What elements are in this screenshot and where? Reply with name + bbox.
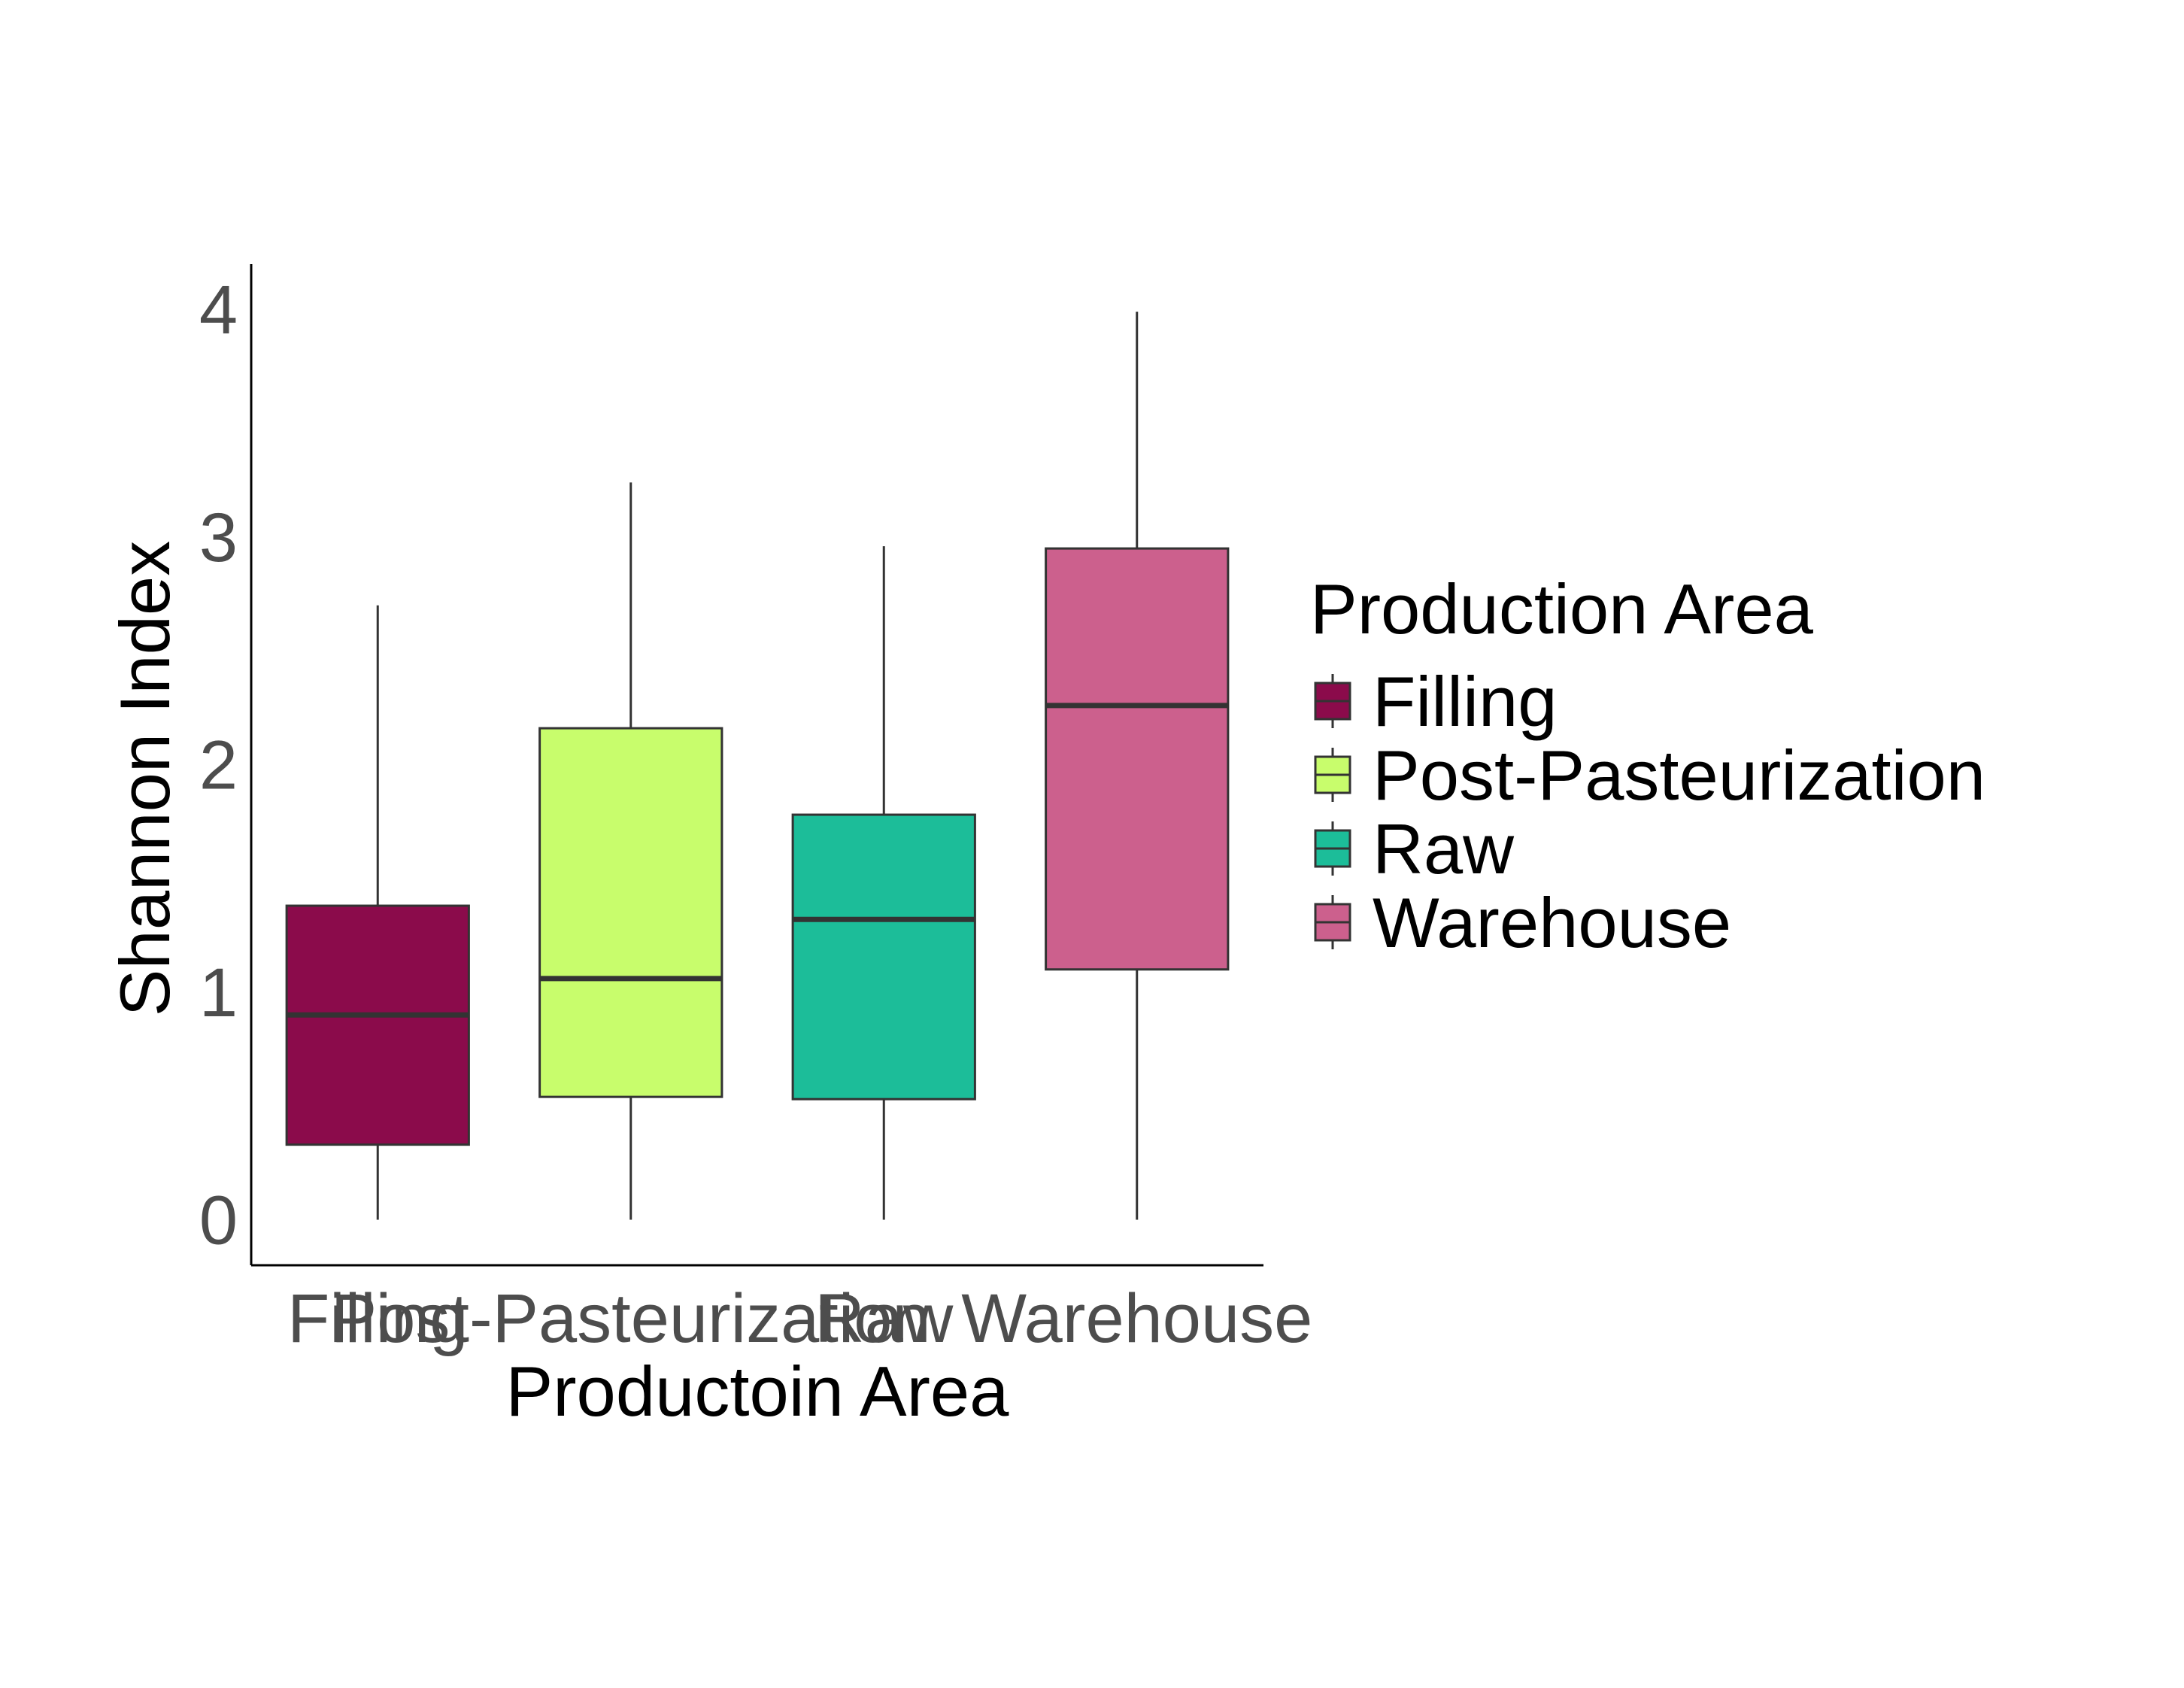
legend-label: Filling <box>1373 662 1558 741</box>
y-tick-label: 3 <box>199 499 238 576</box>
y-axis-title: Shannon Index <box>105 541 184 1016</box>
x-axis-title: Productoin Area <box>506 1352 1010 1431</box>
box-body <box>285 904 470 1146</box>
legend-label: Raw <box>1373 809 1515 888</box>
box-warehouse <box>1045 311 1230 1220</box>
box-filling <box>285 605 470 1220</box>
legend-item-post-pasteurization: Post-Pasteurization <box>1314 736 1985 815</box>
y-tick-label: 4 <box>199 272 238 349</box>
x-tick-label: Post-Pasteurization <box>331 1280 931 1357</box>
legend-item-raw: Raw <box>1314 809 1515 888</box>
axes-layer <box>250 264 1263 1267</box>
boxes-layer <box>285 311 1230 1220</box>
box-body <box>538 727 723 1098</box>
legend-item-filling: Filling <box>1314 662 1558 741</box>
x-tick-label: Filling <box>287 1280 468 1357</box>
y-ticks: 0 1 2 3 4 <box>199 272 238 1259</box>
x-tick-label: Raw <box>814 1280 954 1357</box>
y-tick-label: 2 <box>199 727 238 804</box>
legend-item-warehouse: Warehouse <box>1314 883 1731 962</box>
box-raw <box>791 546 976 1220</box>
box-body <box>1045 547 1230 971</box>
legend-title: Production Area <box>1310 569 1814 648</box>
y-tick-label: 0 <box>199 1183 238 1259</box>
legend-label: Warehouse <box>1373 883 1731 962</box>
x-tick-label: Warehouse <box>961 1280 1312 1357</box>
box-body <box>791 813 976 1101</box>
box-post-pasteurization <box>538 482 723 1220</box>
legend-label: Post-Pasteurization <box>1373 736 1985 815</box>
legend: Production Area FillingPost-Pasteurizati… <box>1310 569 1985 962</box>
y-tick-label: 1 <box>199 955 238 1031</box>
